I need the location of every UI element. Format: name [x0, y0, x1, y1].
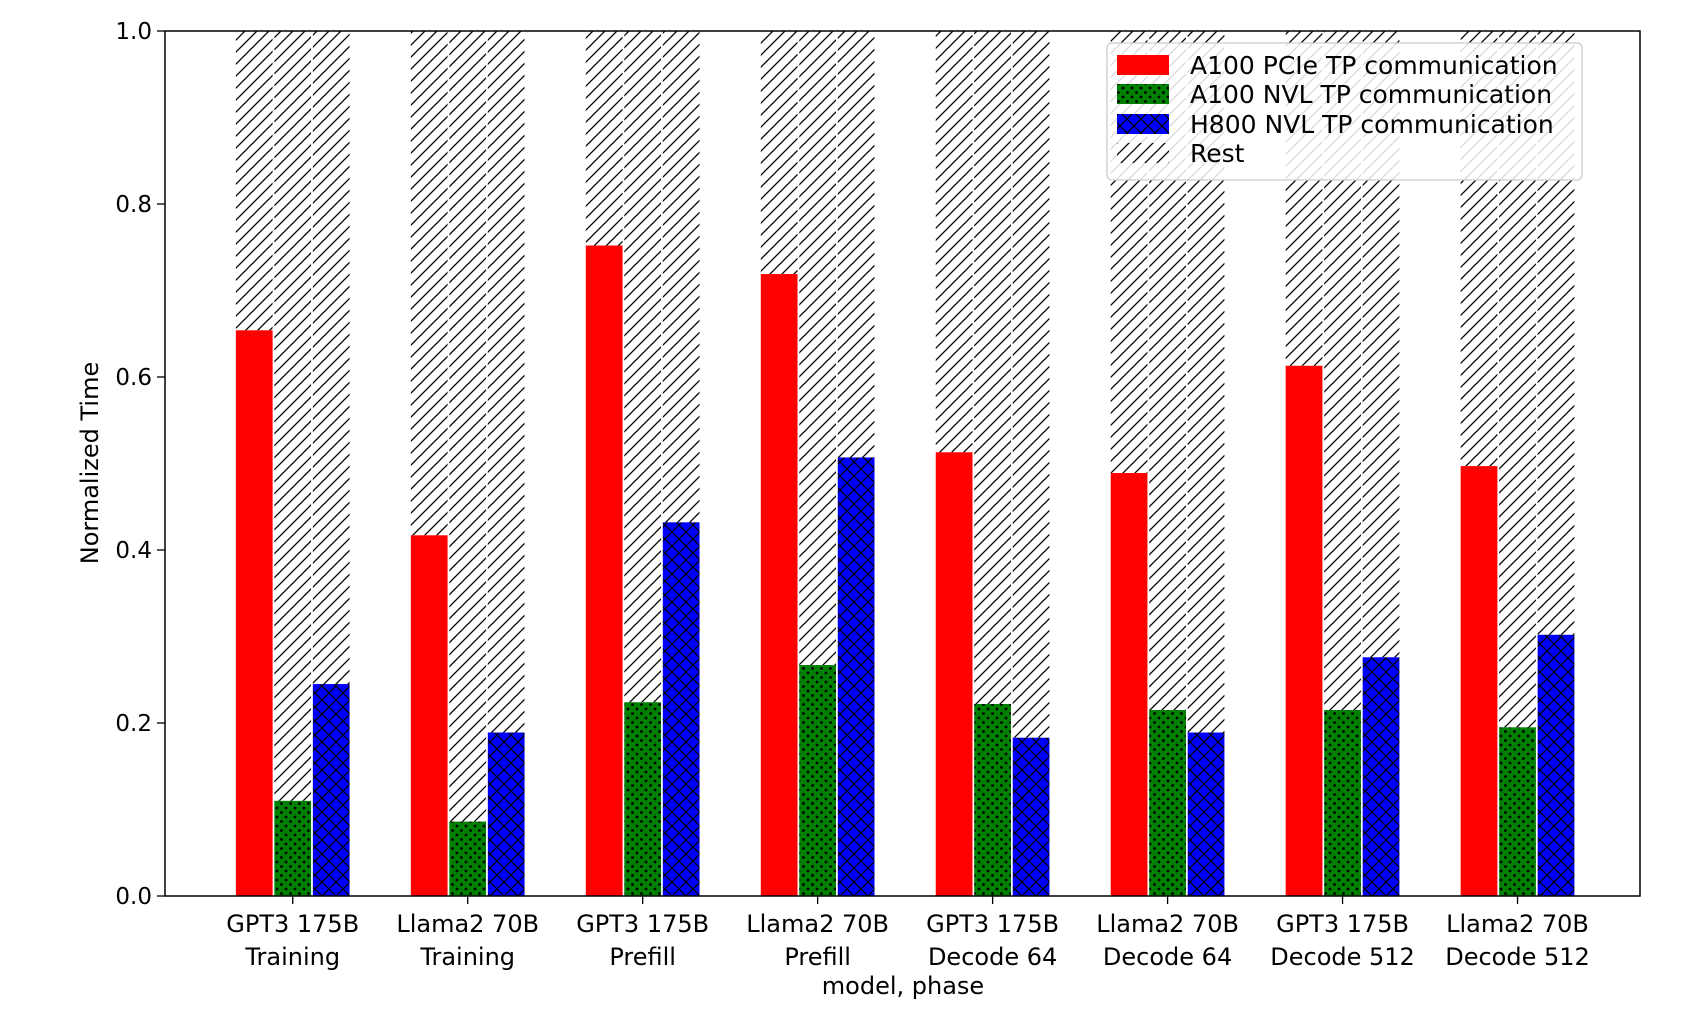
y-tick-label: 0.4	[115, 538, 152, 564]
bar-a100-nvl-tp-communication	[1499, 727, 1536, 896]
bar-a100-pcie-tp-communication	[760, 274, 798, 896]
rest-bar	[312, 31, 350, 685]
bar-a100-pcie-tp-communication	[1285, 365, 1323, 896]
rest-bar	[487, 31, 525, 733]
bar-a100-nvl-tp-communication	[274, 800, 312, 896]
rest-bar	[449, 31, 487, 822]
legend-label-a100-nvl: A100 NVL TP communication	[1190, 80, 1552, 109]
legend-label-a100-pcie: A100 PCIe TP communication	[1190, 51, 1558, 80]
bar-h800-nvl-tp-communication	[487, 732, 525, 896]
rest-bar	[235, 31, 273, 331]
y-tick-label: 0.6	[115, 365, 152, 391]
bar-a100-nvl-tp-communication	[1324, 710, 1361, 896]
y-tick-label: 0.2	[115, 711, 152, 737]
x-axis: GPT3 175B Training Llama2 70B Training GPT3 …	[226, 896, 1590, 971]
rest-bar	[1012, 31, 1050, 738]
bar-a100-nvl-tp-communication	[799, 665, 837, 896]
rest-bar	[760, 31, 798, 275]
bar-a100-nvl-tp-communication	[974, 703, 1011, 896]
bar-a100-nvl-tp-communication	[624, 702, 662, 896]
bar-h800-nvl-tp-communication	[837, 457, 875, 896]
bar-a100-nvl-tp-communication	[449, 821, 487, 896]
x-tick-label: Prefill	[609, 943, 676, 971]
x-tick-label: Training	[419, 943, 515, 971]
x-tick-label: GPT3 175B	[926, 910, 1059, 938]
legend: A100 PCIe TP communication A100 NVL TP c…	[1106, 42, 1583, 181]
legend-swatch-a100-nvl	[1117, 84, 1169, 104]
legend-label-h800-nvl: H800 NVL TP communication	[1190, 110, 1554, 139]
y-tick-label: 0.0	[115, 884, 152, 910]
bar-a100-pcie-tp-communication	[235, 330, 273, 896]
rest-bar	[662, 31, 700, 523]
x-tick-label: GPT3 175B	[226, 910, 359, 938]
bar-h800-nvl-tp-communication	[1012, 737, 1050, 896]
y-axis: 0.0 0.2 0.4 0.6 0.8 1.0	[115, 19, 165, 910]
legend-label-rest: Rest	[1190, 139, 1245, 168]
rest-bar	[935, 31, 973, 453]
x-tick-label: Llama2 70B	[396, 910, 539, 938]
x-tick-label: GPT3 175B	[1276, 910, 1409, 938]
rest-bar	[974, 31, 1011, 704]
x-tick-label: Decode 64	[928, 943, 1057, 971]
rest-bar	[837, 31, 875, 458]
bar-h800-nvl-tp-communication	[1187, 732, 1225, 896]
x-tick-label: Prefill	[784, 943, 851, 971]
y-tick-label: 1.0	[115, 19, 152, 45]
rest-bar	[624, 31, 662, 703]
legend-swatch-h800-nvl	[1117, 114, 1169, 134]
y-axis-label: Normalized Time	[76, 362, 104, 564]
legend-swatch-rest	[1117, 143, 1169, 163]
legend-box	[1106, 42, 1583, 181]
bar-a100-pcie-tp-communication	[1110, 473, 1148, 896]
x-axis-label: model, phase	[822, 972, 984, 1000]
bar-a100-nvl-tp-communication	[1149, 710, 1186, 896]
rest-bar	[274, 31, 312, 801]
bar-a100-pcie-tp-communication	[1460, 466, 1498, 896]
x-tick-label: Decode 512	[1270, 943, 1415, 971]
x-tick-label: Llama2 70B	[1096, 910, 1239, 938]
bar-a100-pcie-tp-communication	[585, 245, 623, 896]
bar-h800-nvl-tp-communication	[312, 684, 350, 896]
bar-a100-pcie-tp-communication	[935, 452, 973, 896]
x-tick-label: Llama2 70B	[746, 910, 889, 938]
legend-swatch-a100-pcie	[1117, 55, 1169, 75]
bar-a100-pcie-tp-communication	[410, 535, 448, 896]
rest-bar	[410, 31, 448, 536]
x-tick-label: GPT3 175B	[576, 910, 709, 938]
plot-frame	[164, 30, 1641, 897]
bar-h800-nvl-tp-communication	[1537, 634, 1575, 896]
x-tick-label: Llama2 70B	[1446, 910, 1589, 938]
x-tick-label: Training	[244, 943, 340, 971]
rest-bar	[799, 31, 837, 666]
y-tick-label: 0.8	[115, 192, 152, 218]
x-tick-label: Decode 512	[1445, 943, 1590, 971]
bar-h800-nvl-tp-communication	[1362, 657, 1400, 896]
x-tick-label: Decode 64	[1103, 943, 1232, 971]
bar-h800-nvl-tp-communication	[662, 522, 700, 896]
rest-bar	[585, 31, 623, 246]
